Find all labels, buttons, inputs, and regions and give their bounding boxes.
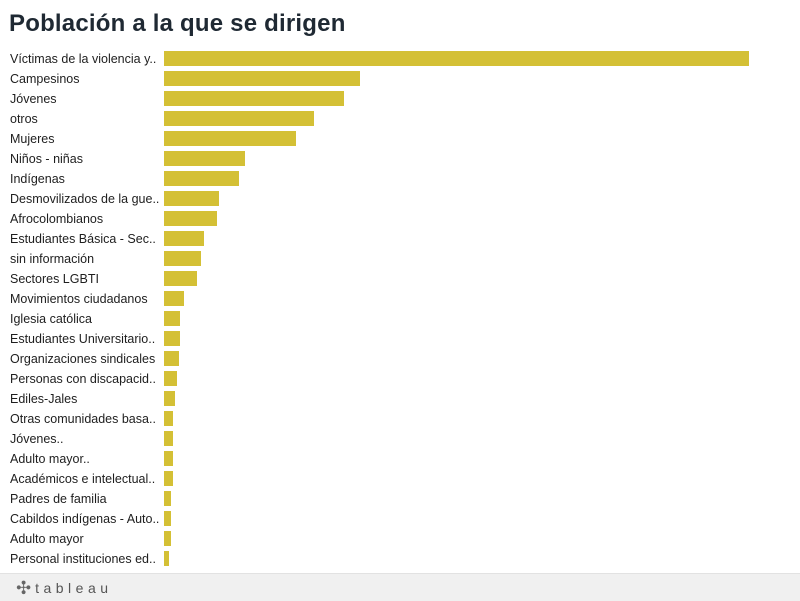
- tableau-wordmark: tableau: [35, 580, 113, 596]
- bar[interactable]: [164, 311, 180, 326]
- category-label: Jóvenes: [10, 92, 57, 106]
- bar[interactable]: [164, 391, 175, 406]
- category-label: Mujeres: [10, 132, 54, 146]
- bar[interactable]: [164, 251, 201, 266]
- bar[interactable]: [164, 131, 296, 146]
- category-label: Estudiantes Básica - Sec..: [10, 232, 156, 246]
- bar[interactable]: [164, 111, 314, 126]
- bar[interactable]: [164, 371, 177, 386]
- category-label: Campesinos: [10, 72, 79, 86]
- category-label: Académicos e intelectual..: [10, 472, 155, 486]
- category-label: Ediles-Jales: [10, 392, 77, 406]
- bar-chart: Víctimas de la violencia y.. Campesinos Jó…: [10, 51, 749, 566]
- chart-title: Población a la que se dirigen: [9, 10, 346, 37]
- bar[interactable]: [164, 191, 219, 206]
- tableau-plus-icon: ✣: [16, 578, 32, 598]
- tableau-logo[interactable]: ✣ tableau: [16, 578, 113, 598]
- bar[interactable]: [164, 51, 749, 66]
- category-label: Organizaciones sindicales: [10, 352, 155, 366]
- category-label: Niños - niñas: [10, 152, 83, 166]
- bar[interactable]: [164, 171, 239, 186]
- bar[interactable]: [164, 451, 173, 466]
- category-label: Personas con discapacid..: [10, 372, 156, 386]
- category-label: Padres de familia: [10, 492, 107, 506]
- category-label: Personal instituciones ed..: [10, 552, 156, 566]
- category-label: Jóvenes..: [10, 432, 64, 446]
- bar[interactable]: [164, 411, 173, 426]
- bar[interactable]: [164, 491, 171, 506]
- footer-bar: ✣ tableau: [0, 573, 800, 601]
- bar[interactable]: [164, 531, 171, 546]
- bar[interactable]: [164, 551, 169, 566]
- category-label: Indígenas: [10, 172, 65, 186]
- category-label: Desmovilizados de la gue..: [10, 192, 159, 206]
- category-label: Iglesia católica: [10, 312, 92, 326]
- bar[interactable]: [164, 431, 173, 446]
- bar[interactable]: [164, 211, 217, 226]
- bar[interactable]: [164, 331, 180, 346]
- bar[interactable]: [164, 351, 179, 366]
- bar[interactable]: [164, 71, 360, 86]
- category-label: Estudiantes Universitario..: [10, 332, 155, 346]
- bar[interactable]: [164, 151, 245, 166]
- category-label: Movimientos ciudadanos: [10, 292, 148, 306]
- category-label: Cabildos indígenas - Auto..: [10, 512, 159, 526]
- bar[interactable]: [164, 471, 173, 486]
- bar[interactable]: [164, 511, 171, 526]
- category-label: Sectores LGBTI: [10, 272, 99, 286]
- bar[interactable]: [164, 271, 197, 286]
- bar[interactable]: [164, 231, 204, 246]
- category-label: Afrocolombianos: [10, 212, 103, 226]
- bar[interactable]: [164, 91, 344, 106]
- category-label: Adulto mayor..: [10, 452, 90, 466]
- bar[interactable]: [164, 291, 184, 306]
- category-label: otros: [10, 112, 38, 126]
- category-label: sin información: [10, 252, 94, 266]
- category-label: Víctimas de la violencia y..: [10, 52, 156, 66]
- category-label: Adulto mayor: [10, 532, 84, 546]
- category-label: Otras comunidades basa..: [10, 412, 156, 426]
